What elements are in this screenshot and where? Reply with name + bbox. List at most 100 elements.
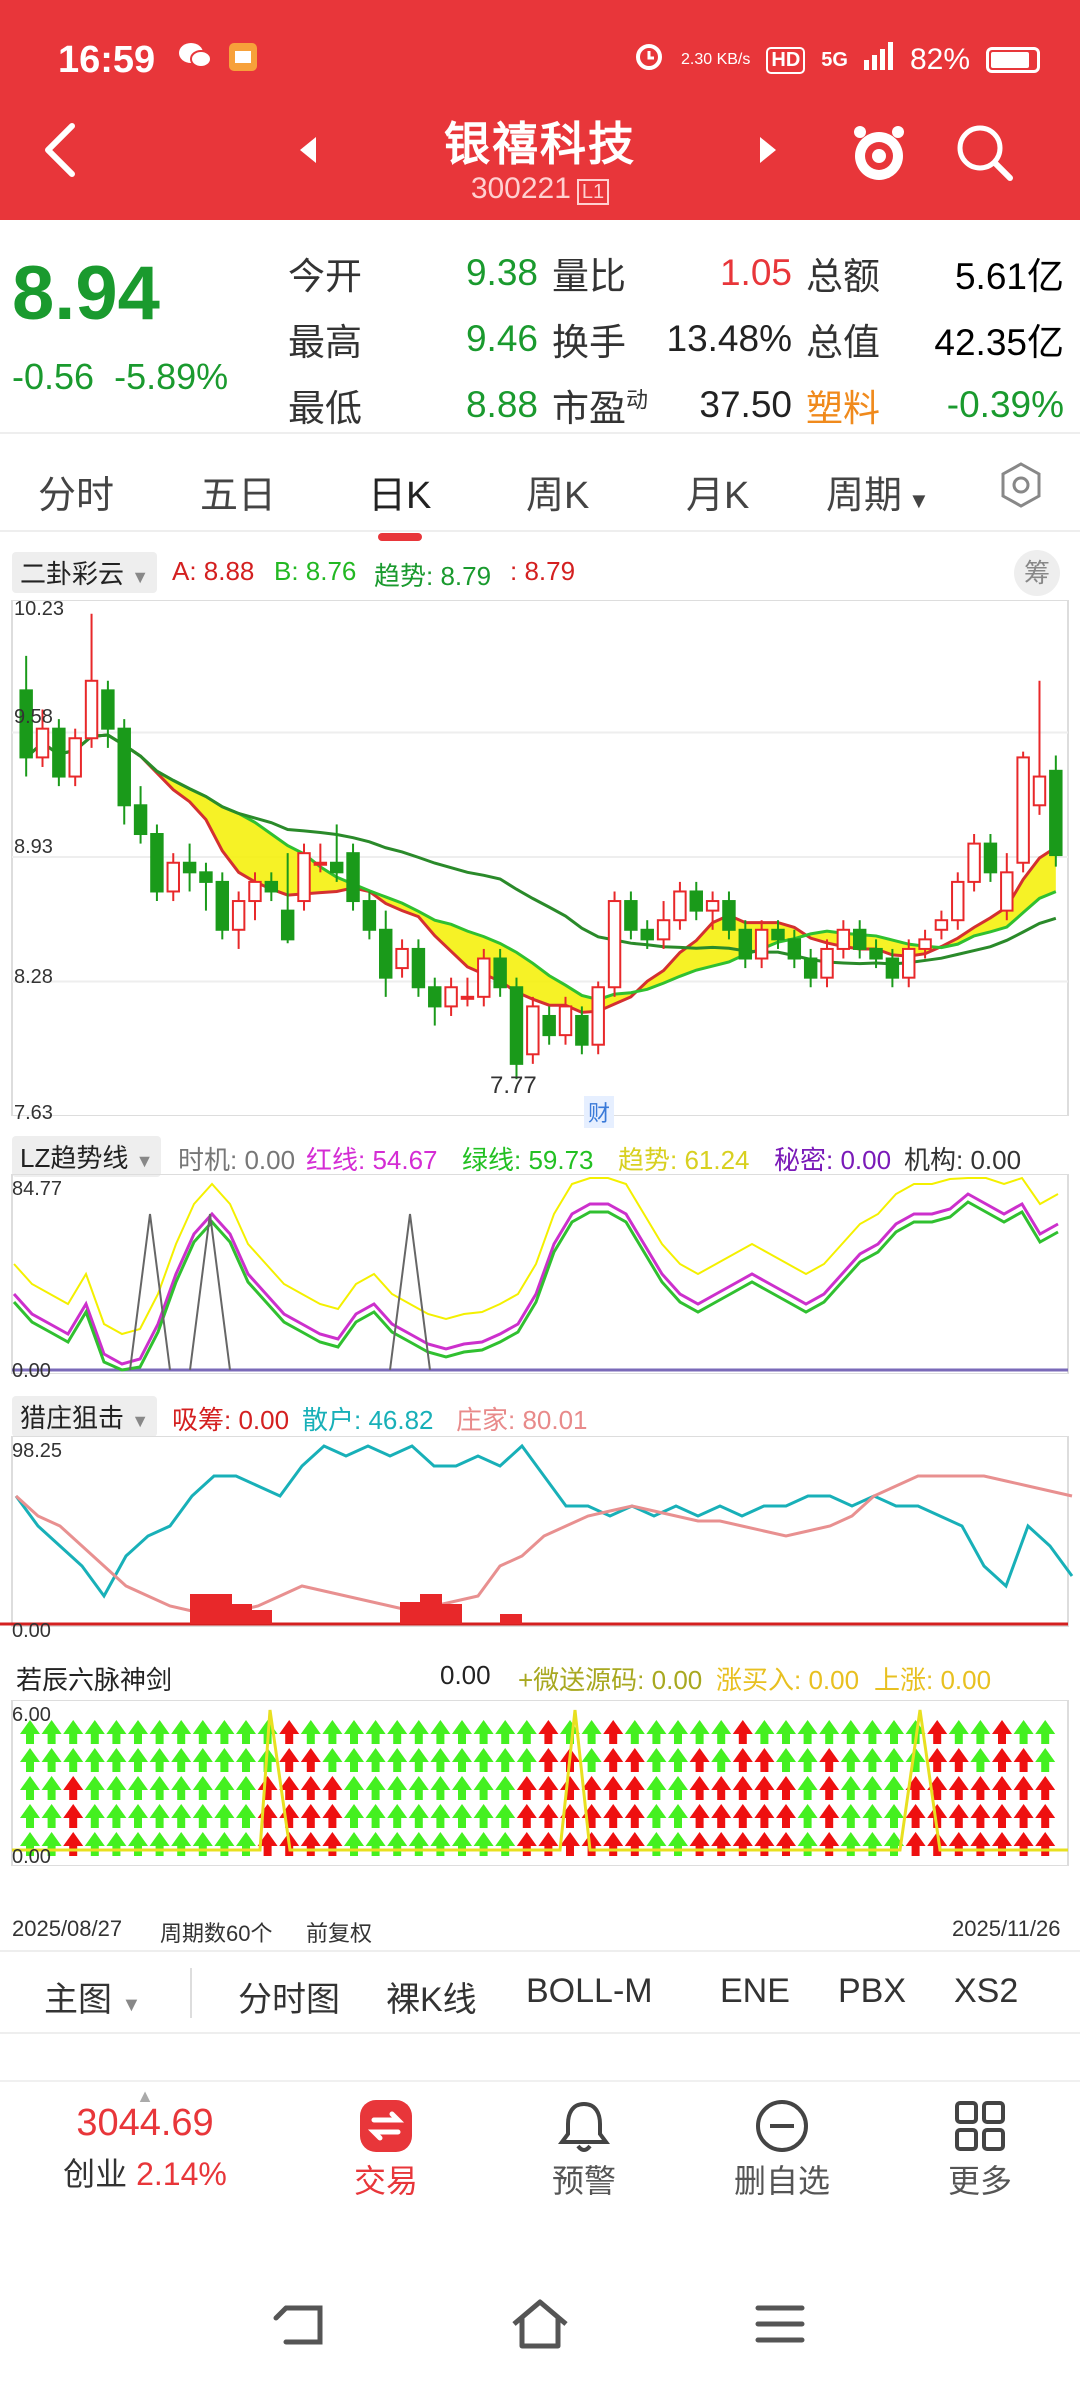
hold-arrow (128, 1776, 148, 1800)
candle-body (983, 842, 998, 874)
buy-arrow (927, 1832, 948, 1856)
lz-secret: 秘密: 0.00 (774, 1145, 892, 1175)
main-chart-select[interactable]: 主图 ▼ (44, 1972, 141, 2021)
prev-stock-button[interactable] (296, 132, 320, 174)
chevron-down-icon: ▼ (131, 1411, 150, 1431)
buy-arrow (603, 1776, 624, 1800)
indicator-fenshitu[interactable]: 分时图 (238, 1981, 340, 2019)
buy-arrow (560, 1776, 580, 1800)
stock-name: 银禧科技 (444, 118, 636, 170)
hold-arrow (668, 1804, 688, 1828)
buy-arrow (1013, 1832, 1034, 1856)
next-stock-button[interactable] (756, 132, 780, 174)
candle-body (705, 900, 720, 912)
system-home-icon[interactable] (510, 2298, 570, 2355)
hold-arrow (646, 1832, 667, 1856)
indicator-ene[interactable]: ENE (720, 1972, 790, 2010)
hold-arrow (797, 1804, 818, 1828)
indicator-xs2[interactable]: XS2 (954, 1972, 1019, 2010)
buy-arrow (689, 1832, 710, 1856)
candle-body (1049, 769, 1063, 857)
end-date: 2025/11/26 (952, 1916, 1061, 1941)
nav-more[interactable]: 更多 (910, 2096, 1050, 2202)
buy-arrow (689, 1748, 710, 1772)
lzz-indicator-select[interactable]: 猎庄狙击 ▼ (12, 1396, 158, 1437)
hold-arrow (149, 1804, 170, 1828)
tab-wuri[interactable]: 五日 (200, 475, 277, 517)
hold-arrow (430, 1832, 451, 1856)
search-icon[interactable] (952, 120, 1018, 186)
buy-arrow (538, 1776, 559, 1800)
finance-event-badge[interactable]: 财 (584, 1096, 615, 1128)
main-indicator-select[interactable]: 二卦彩云 ▼ (12, 552, 158, 593)
system-menu-icon[interactable] (754, 2302, 806, 2351)
buy-arrow (1013, 1804, 1034, 1828)
industry-link[interactable]: 塑料 (806, 388, 880, 429)
y-tick-label: 9.58 (14, 706, 53, 728)
index-name: 创业 (63, 2156, 128, 2192)
buy-arrow (624, 1748, 645, 1772)
hold-arrow (560, 1720, 580, 1744)
hold-arrow (711, 1748, 732, 1772)
hold-arrow (668, 1748, 688, 1772)
buy-arrow (300, 1748, 321, 1772)
lzz-xichou-bar (250, 1610, 272, 1624)
hold-arrow (646, 1804, 667, 1828)
index-pct: 2.14% (136, 2156, 227, 2192)
hold-arrow (41, 1804, 62, 1828)
rc-indicator-name[interactable]: 若辰六脉神剑 (16, 1665, 173, 1695)
hold-arrow (171, 1748, 192, 1772)
quote-row: 最高 9.46 换手 13.48% 总值 42.35亿 (288, 306, 1064, 372)
tab-zhouk[interactable]: 周K (526, 475, 590, 517)
nav-alert[interactable]: 预警 (514, 2096, 654, 2202)
tab-yuek[interactable]: 月K (686, 475, 750, 517)
buy-arrow (538, 1720, 559, 1744)
lz-spike (389, 1213, 431, 1371)
tab-rik[interactable]: 日K (368, 464, 431, 541)
quote-label: 换手 (552, 322, 626, 363)
nav-remove-watch[interactable]: 删自选 (712, 2096, 852, 2202)
buy-arrow (322, 1832, 343, 1856)
buy-arrow (711, 1804, 732, 1828)
grid-icon (910, 2096, 1050, 2156)
tab-zhouqi[interactable]: 周期 ▼ (826, 464, 930, 519)
change-value: -0.56 (12, 356, 95, 397)
nav-trade[interactable]: 交易 (316, 2096, 456, 2202)
indicator-boll[interactable]: BOLL-M (526, 1972, 653, 2010)
settings-hexagon-icon[interactable] (996, 460, 1046, 515)
y-tick-label: 0.00 (12, 1620, 51, 1642)
candle-body (558, 1005, 573, 1037)
hold-arrow (689, 1720, 710, 1744)
chip-distribution-button[interactable]: 筹 (1014, 550, 1060, 596)
quote-label: 最低 (288, 388, 362, 429)
buy-arrow (538, 1804, 559, 1828)
buy-arrow (970, 1804, 991, 1828)
tab-fenshi[interactable]: 分时 (38, 475, 115, 517)
y-tick-label: 84.77 (12, 1178, 63, 1200)
candle-body (460, 995, 475, 1000)
candle-body (722, 900, 736, 931)
system-back-icon[interactable] (272, 2300, 328, 2355)
hold-arrow (430, 1748, 451, 1772)
rc-wsym: +微送源码: 0.00 (518, 1665, 703, 1695)
back-button[interactable] (40, 120, 80, 190)
hold-arrow (840, 1720, 861, 1744)
hold-arrow (20, 1804, 40, 1828)
period-count: 周期数60个 (160, 1921, 273, 1946)
candlestick-chart[interactable] (0, 600, 1080, 1116)
mascot-icon[interactable] (846, 120, 912, 186)
index-ticker[interactable]: ▲ 3044.69 创业 2.14% (40, 2086, 250, 2195)
candle-body (19, 689, 33, 759)
buy-arrow (279, 1776, 300, 1800)
hold-arrow (387, 1776, 408, 1800)
indicator-luokxian[interactable]: 裸K线 (386, 1981, 477, 2019)
candle-body (444, 986, 458, 1008)
hold-arrow (1013, 1720, 1034, 1744)
adjust-mode[interactable]: 前复权 (306, 1921, 373, 1946)
lz-red: 红线: 54.67 (306, 1145, 438, 1175)
y-tick-label: 7.63 (14, 1102, 53, 1124)
stock-code: 300221 L1 (0, 172, 1080, 206)
indicator-pbx[interactable]: PBX (838, 1972, 907, 2010)
lz-indicator-select[interactable]: LZ趋势线 ▼ (12, 1136, 162, 1177)
nav-alert-label: 预警 (551, 2163, 616, 2199)
